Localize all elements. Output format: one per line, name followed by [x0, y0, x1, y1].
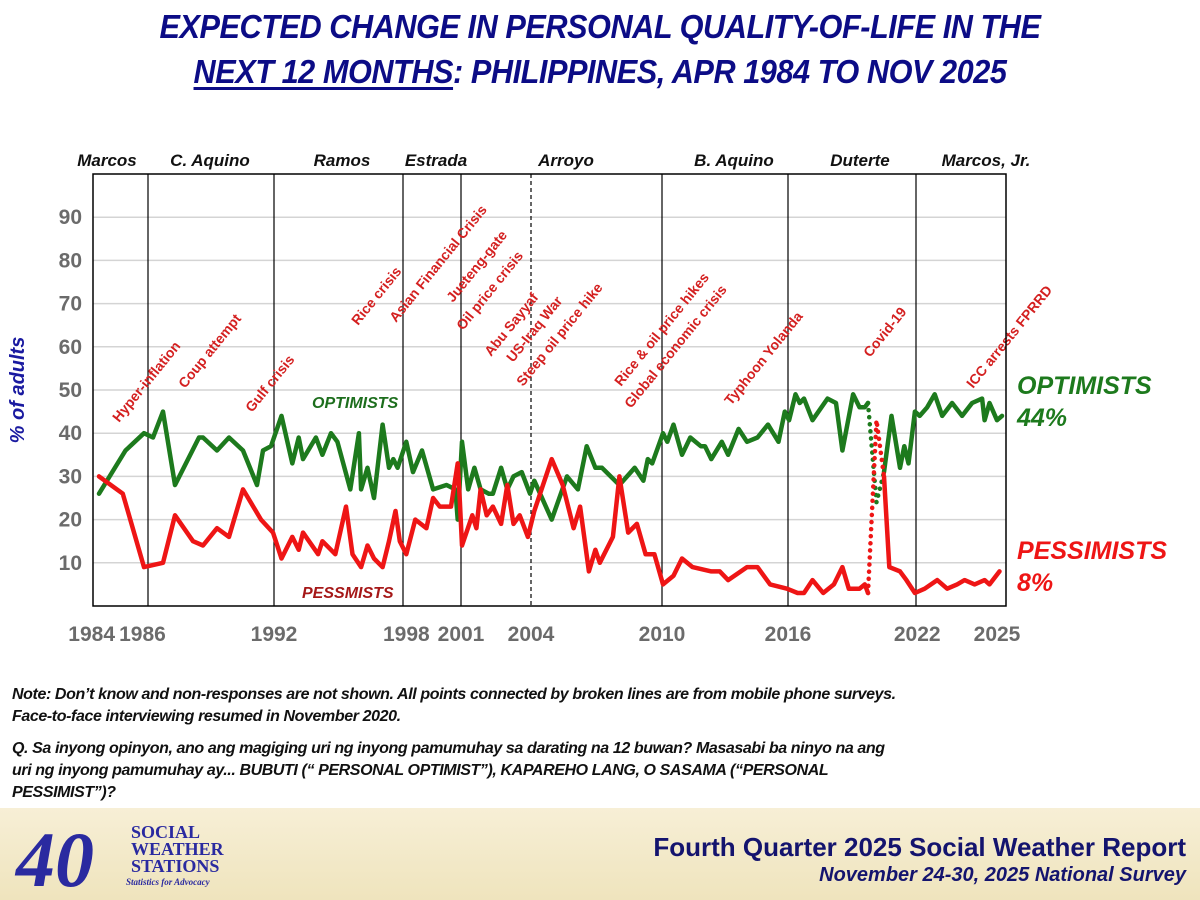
- administration-label: B. Aquino: [694, 151, 774, 170]
- logo-40: 40: [14, 816, 94, 894]
- x-tick-label: 2010: [639, 623, 686, 646]
- x-tick-label: 1986: [119, 623, 166, 646]
- report-title: Fourth Quarter 2025 Social Weather Repor…: [653, 832, 1186, 862]
- logo-social: SOCIAL: [131, 822, 200, 842]
- y-tick-label: 10: [59, 552, 82, 575]
- logo-stations: STATIONS: [131, 856, 219, 876]
- x-tick-label: 1998: [383, 623, 430, 646]
- x-tick-label: 2001: [438, 623, 485, 646]
- administration-label: Duterte: [830, 151, 890, 170]
- title-underlined-part: NEXT 12 MONTHS: [193, 53, 454, 90]
- note-line-2: Face-to-face interviewing resumed in Nov…: [12, 708, 401, 725]
- y-tick-label: 90: [59, 206, 82, 229]
- logo-tagline: Statistics for Advocacy: [126, 877, 211, 887]
- series-mobile-survey-line-pessmists: [865, 419, 887, 596]
- event-annotation: Coup attempt: [175, 310, 244, 390]
- pessimists-end-value: 8%: [1017, 569, 1053, 597]
- x-tick-label: 2016: [765, 623, 812, 646]
- administration-label: Arroyo: [537, 151, 594, 170]
- chart-title-line2: NEXT 12 MONTHS: PHILIPPINES, APR 1984 TO…: [42, 53, 1158, 91]
- y-tick-label: 40: [59, 422, 82, 445]
- x-tick-label: 2022: [894, 623, 941, 646]
- series-line-pessmists: [96, 456, 871, 596]
- chart-title-line1: EXPECTED CHANGE IN PERSONAL QUALITY-OF-L…: [159, 8, 1041, 45]
- optimists-inline-label: OPTIMISTS: [312, 395, 399, 412]
- pessimists-end-label: PESSIMISTS: [1017, 537, 1167, 565]
- event-annotation: Hyper-inflation: [109, 338, 184, 425]
- x-tick-label: 1992: [251, 623, 298, 646]
- pessimists-inline-label: PESSMISTS: [302, 585, 394, 602]
- title-rest: : PHILIPPINES, APR 1984 TO NOV 2025: [453, 53, 1007, 90]
- y-tick-label: 30: [59, 465, 82, 488]
- question-line-2: uri ng inyong pamumuhay ay... BUBUTI (“ …: [12, 762, 829, 779]
- administration-label: C. Aquino: [170, 151, 250, 170]
- x-tick-label: 2004: [508, 623, 555, 646]
- administration-label: Marcos: [77, 151, 137, 170]
- administration-label: Estrada: [405, 151, 467, 170]
- question-line-1: Q. Sa inyong opinyon, ano ang magiging u…: [12, 740, 885, 757]
- administration-label: Marcos, Jr.: [942, 151, 1031, 170]
- y-tick-label: 70: [59, 293, 82, 316]
- series-line-optimists: [881, 392, 1005, 475]
- event-annotation: Gulf crisis: [242, 351, 298, 414]
- y-tick-label: 80: [59, 249, 82, 272]
- y-tick-label: 60: [59, 336, 82, 359]
- survey-dates: November 24-30, 2025 National Survey: [819, 864, 1186, 886]
- question-line-3: PESSIMIST”)?: [12, 784, 116, 801]
- footer-band: 40 SOCIAL WEATHER STATIONS Statistics fo…: [0, 808, 1200, 900]
- x-tick-label: 2025: [974, 623, 1021, 646]
- event-annotation: Covid-19: [860, 304, 910, 360]
- y-tick-label: 20: [59, 509, 82, 532]
- sws-logo: 40 SOCIAL WEATHER STATIONS Statistics fo…: [14, 816, 225, 894]
- plot-frame: [92, 173, 1007, 607]
- optimists-end-label: OPTIMISTS: [1017, 372, 1152, 400]
- logo-weather: WEATHER: [131, 839, 225, 859]
- note-line-1: Note: Don’t know and non-responses are n…: [12, 686, 896, 703]
- y-tick-label: 50: [59, 379, 82, 402]
- series-line-pessmists: [881, 474, 1002, 596]
- optimists-end-value: 44%: [1016, 404, 1067, 432]
- event-annotation: Typhoon Yolanda: [721, 308, 806, 408]
- y-axis-label: % of adults: [7, 337, 29, 444]
- administration-label: Ramos: [314, 151, 371, 170]
- x-tick-label: 1984: [68, 623, 115, 646]
